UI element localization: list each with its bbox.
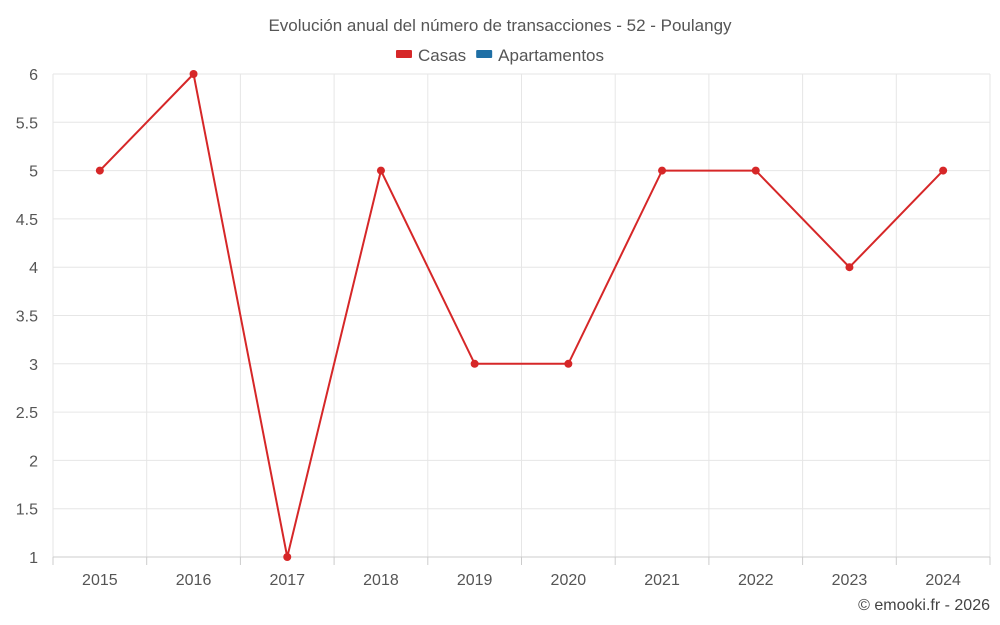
data-point[interactable] [283, 553, 292, 561]
data-point[interactable] [658, 166, 667, 175]
legend-swatch [476, 50, 493, 58]
footer-credit: © emooki.fr - 2026 [858, 597, 990, 614]
data-point[interactable] [845, 263, 854, 272]
legend-swatch [395, 50, 412, 58]
series-line-casas [99, 71, 944, 558]
y-tick-label: 3.5 [16, 309, 38, 326]
y-tick-label: 1.5 [16, 502, 38, 519]
x-tick-label: 2016 [176, 572, 212, 589]
y-tick-label: 4.5 [16, 212, 38, 229]
data-point[interactable] [470, 359, 479, 368]
y-tick-label: 5.5 [16, 115, 38, 132]
legend: Casas Apartamentos [395, 46, 604, 65]
y-tick-label: 3 [29, 357, 38, 374]
y-axis-ticks: 1 1.5 2 2.5 3 3.5 4 4.5 5 5.5 6 [16, 67, 38, 567]
y-tick-label: 4 [29, 260, 38, 277]
legend-label[interactable]: Casas [418, 46, 466, 65]
data-point[interactable] [939, 166, 948, 175]
data-point[interactable] [751, 166, 760, 175]
x-tick-label: 2017 [269, 572, 305, 589]
x-tick-label: 2021 [644, 572, 680, 589]
data-point[interactable] [376, 166, 385, 175]
y-tick-label: 6 [29, 67, 38, 84]
x-tick-label: 2024 [925, 572, 961, 589]
series-layer [95, 70, 948, 561]
chart-title: Evolución anual del número de transaccio… [268, 16, 732, 35]
x-axis-ticks: 2015 2016 2017 2018 2019 2020 2021 2022 2023 2024 [82, 572, 961, 589]
x-tick-label: 2019 [457, 572, 493, 589]
data-point[interactable] [564, 359, 573, 368]
x-tick-label: 2020 [551, 572, 587, 589]
y-tick-label: 2.5 [16, 405, 38, 422]
data-point[interactable] [95, 166, 104, 175]
y-tick-label: 5 [29, 164, 38, 181]
x-tick-label: 2022 [738, 572, 774, 589]
x-axis [52, 556, 991, 565]
x-tick-label: 2023 [832, 572, 868, 589]
x-tick-label: 2015 [82, 572, 118, 589]
legend-label[interactable]: Apartamentos [498, 46, 604, 65]
y-tick-label: 1 [29, 550, 38, 567]
y-tick-label: 2 [29, 453, 38, 470]
x-tick-label: 2018 [363, 572, 399, 589]
data-point[interactable] [189, 70, 198, 78]
